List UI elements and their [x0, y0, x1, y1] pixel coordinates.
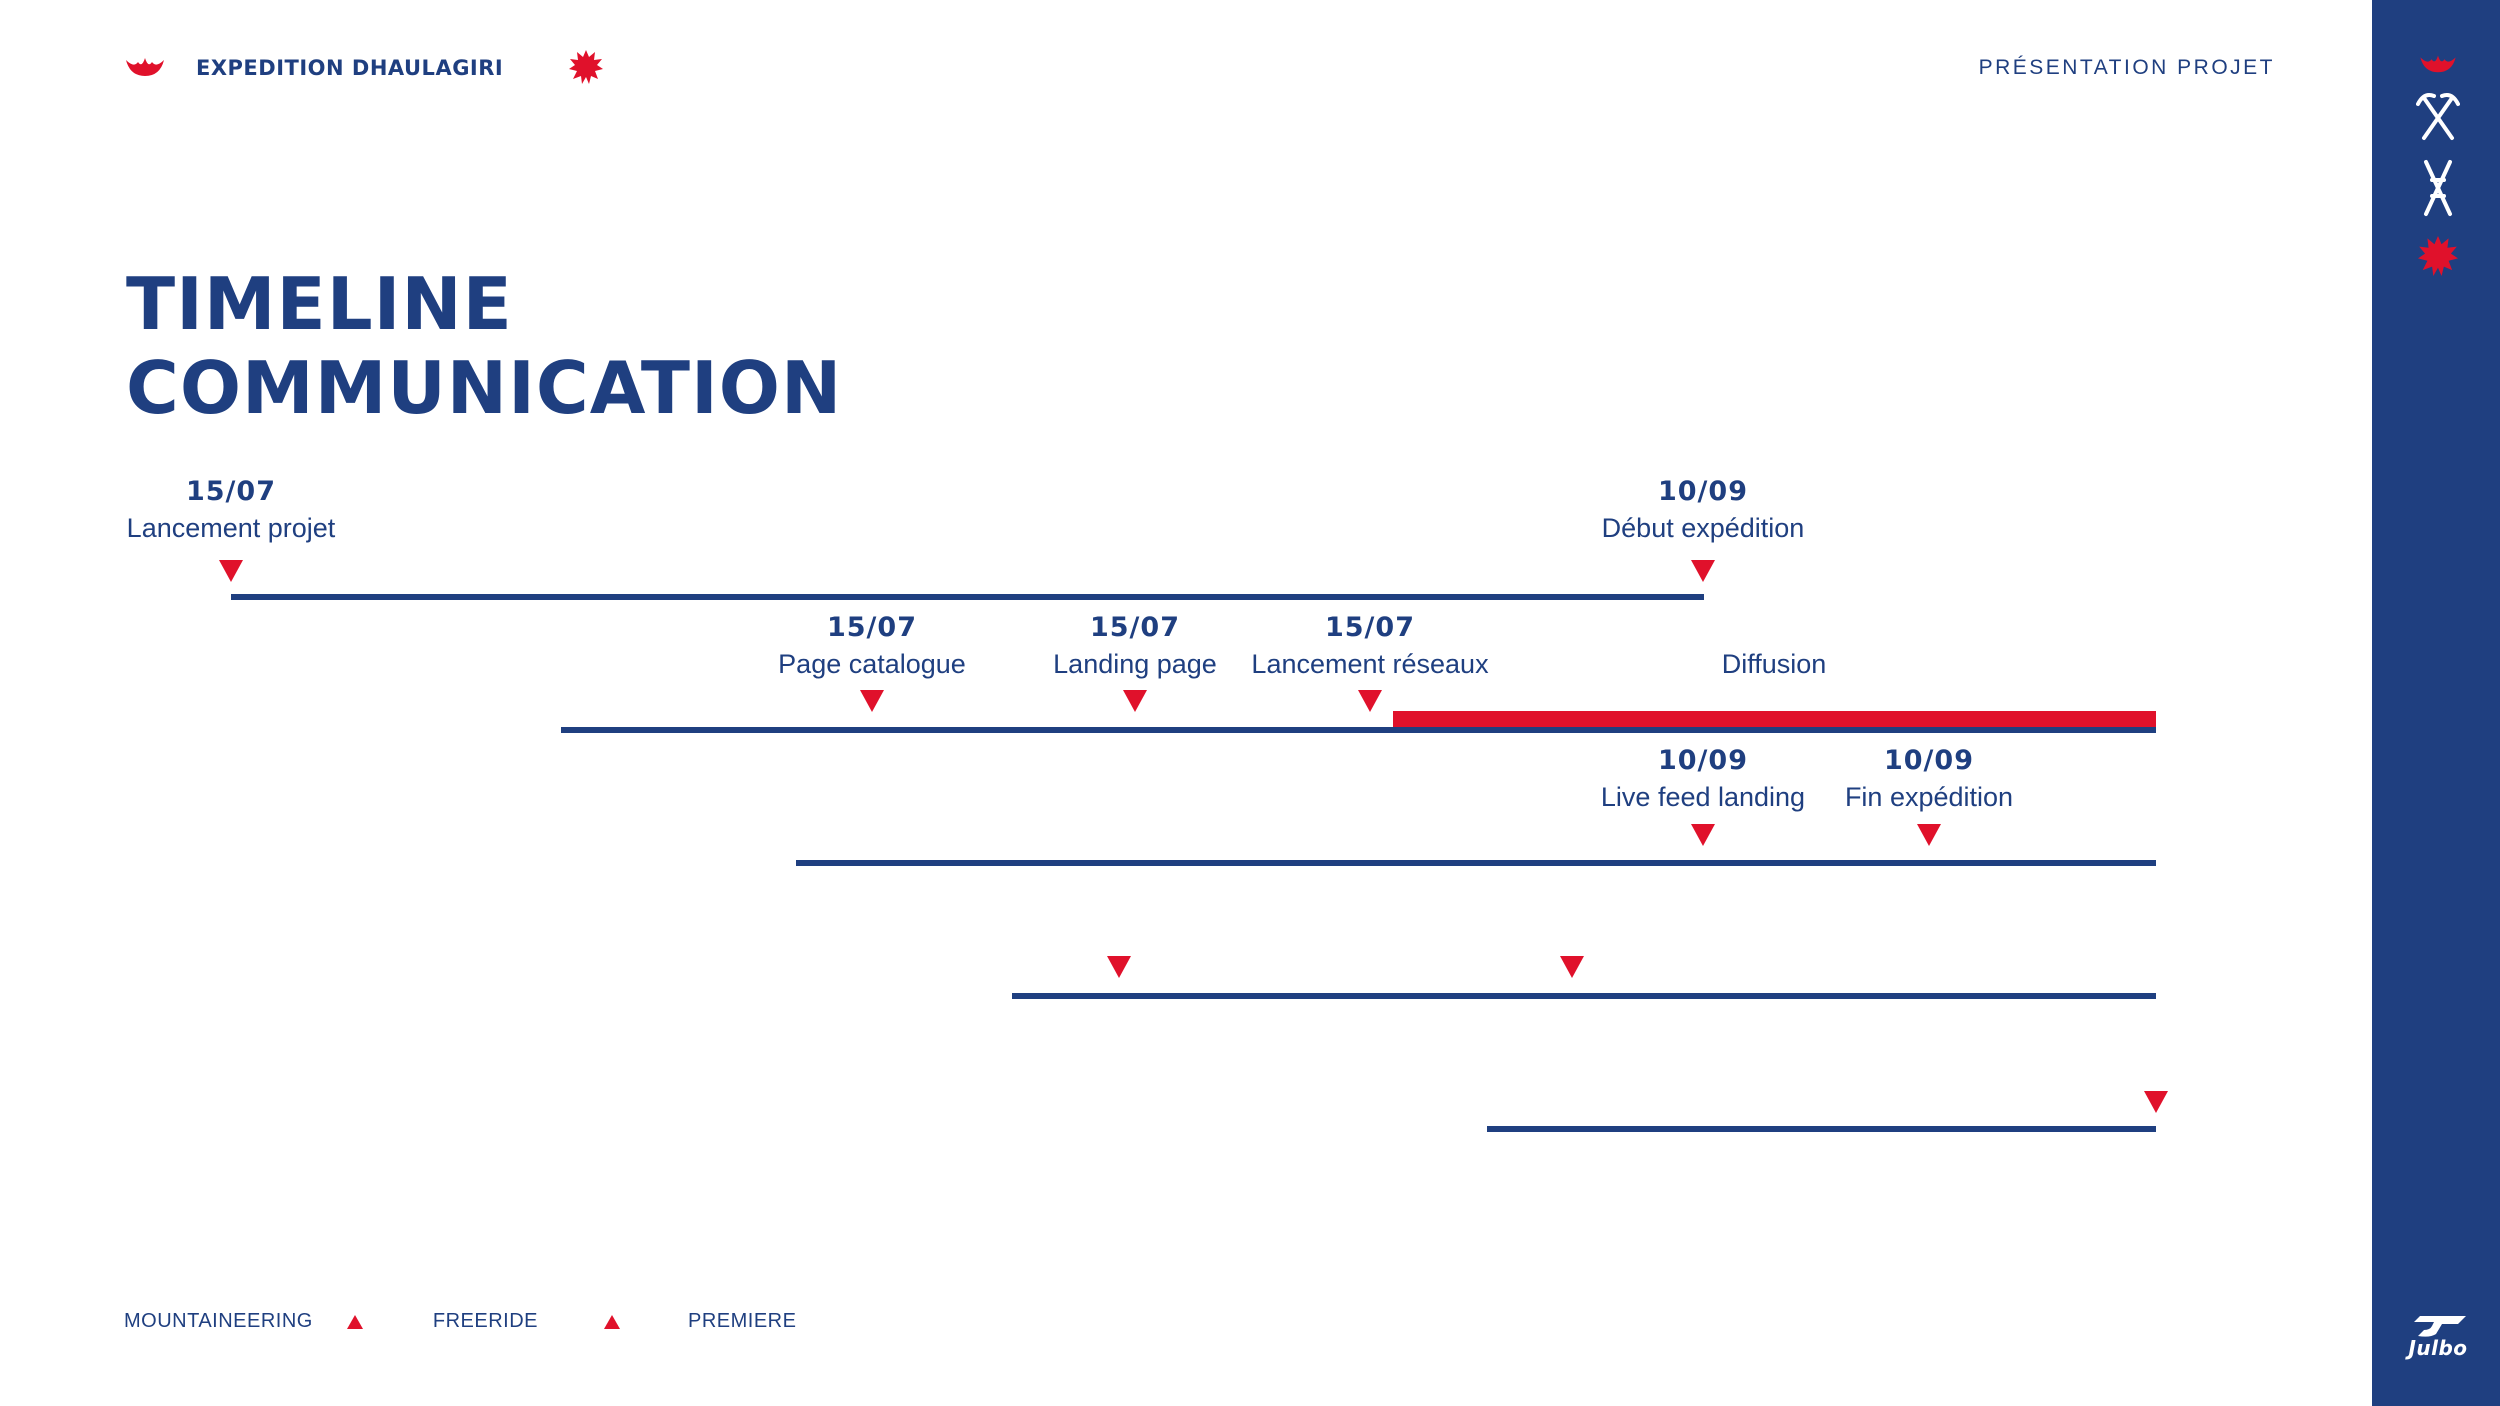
- event-date: 15/07: [1089, 612, 1180, 643]
- title-line-1: TIMELINE: [126, 262, 513, 346]
- section-label: PRÉSENTATION PROJET: [1978, 56, 2275, 79]
- event-label: Début expédition: [1601, 513, 1805, 543]
- brand-title: EXPEDITION DHAULAGIRI: [196, 56, 504, 80]
- event-page-catalogue: 15/07 Page catalogue: [722, 611, 1022, 683]
- milestone-marker: [860, 690, 884, 712]
- flower-icon: [2420, 55, 2456, 73]
- milestone-marker: [1917, 824, 1941, 846]
- star-burst-icon: [2418, 236, 2458, 276]
- milestone-marker: [219, 560, 243, 582]
- milestone-marker: [1691, 824, 1715, 846]
- event-diffusion: Diffusion: [1624, 611, 1924, 683]
- event-label: Fin expédition: [1844, 782, 2014, 812]
- event-date: [1624, 611, 1924, 645]
- legend: MOUNTAINEERING FREERIDE PREMIERE: [124, 1310, 796, 1333]
- milestone-marker: [1107, 956, 1131, 978]
- title-line-2: COMMUNICATION: [126, 346, 843, 430]
- event-landing-page: 15/07 Landing page: [985, 611, 1285, 683]
- sidebar: Julbo: [2372, 0, 2500, 1406]
- page-title: TIMELINE COMMUNICATION: [126, 262, 842, 430]
- event-live-feed-landing: 10/09 Live feed landing: [1553, 744, 1853, 816]
- milestone-marker: [1691, 560, 1715, 582]
- lotus-flower-icon: [126, 58, 164, 76]
- event-date: 10/09: [1883, 745, 1974, 776]
- diffusion-bar: [1393, 711, 2156, 727]
- legend-triangle-icon: [603, 1314, 620, 1329]
- event-date: 10/09: [1657, 745, 1748, 776]
- event-lancement-projet: 15/07 Lancement projet: [81, 475, 381, 547]
- legend-item-premiere: PREMIERE: [687, 1310, 797, 1332]
- event-date: 15/07: [826, 612, 917, 643]
- star-burst-icon: [569, 50, 603, 84]
- event-date: 15/07: [185, 476, 276, 507]
- timeline-row-1: [231, 594, 1704, 600]
- julbo-logo-icon: [2414, 1316, 2466, 1337]
- timeline-row-4: [1012, 993, 2156, 999]
- event-label: Diffusion: [1721, 649, 1827, 679]
- milestone-marker: [1560, 956, 1584, 978]
- event-label: Lancement projet: [126, 513, 336, 543]
- timeline-row-5: [1487, 1126, 2156, 1132]
- crossed-skis-icon: [2424, 160, 2452, 216]
- legend-triangle-icon: [346, 1314, 363, 1329]
- crossed-ice-axes-icon: [2416, 93, 2460, 140]
- event-date: 10/09: [1657, 476, 1748, 507]
- julbo-logo-text: Julbo: [2408, 1336, 2468, 1360]
- milestone-marker: [1358, 690, 1382, 712]
- event-debut-expedition: 10/09 Début expédition: [1553, 475, 1853, 547]
- event-fin-expedition: 10/09 Fin expédition: [1779, 744, 2079, 816]
- timeline-row-2: [561, 727, 2156, 733]
- milestone-marker: [2144, 1091, 2168, 1113]
- event-label: Lancement réseaux: [1251, 649, 1489, 679]
- event-label: Landing page: [1053, 649, 1217, 679]
- event-lancement-reseaux: 15/07 Lancement réseaux: [1220, 611, 1520, 683]
- event-label: Page catalogue: [778, 649, 966, 679]
- legend-item-mountaineering: MOUNTAINEERING: [124, 1310, 313, 1332]
- timeline-row-3: [796, 860, 2156, 866]
- event-label: Live feed landing: [1600, 782, 1806, 812]
- legend-item-freeride: FREERIDE: [432, 1310, 538, 1332]
- event-date: 15/07: [1324, 612, 1415, 643]
- milestone-marker: [1123, 690, 1147, 712]
